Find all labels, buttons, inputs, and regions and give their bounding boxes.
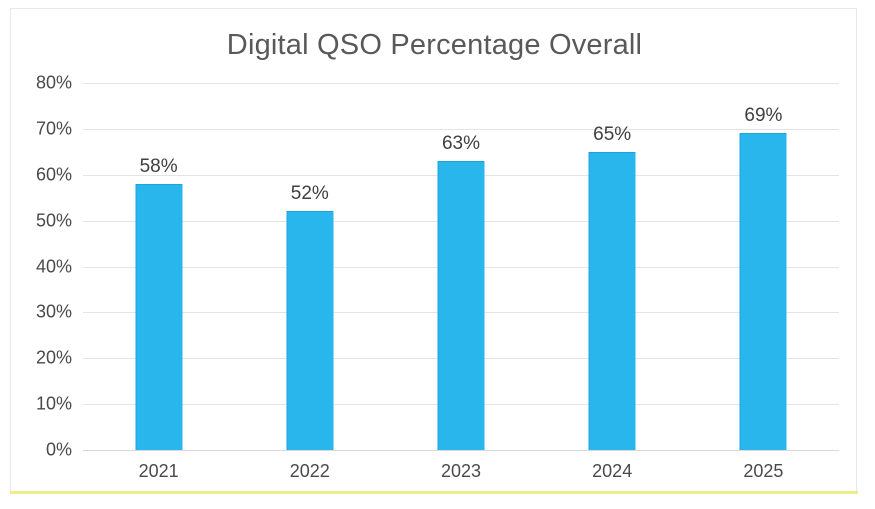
chart-title: Digital QSO Percentage Overall [226, 29, 643, 61]
bar-value-label: 69% [744, 105, 783, 127]
y-axis-tick-label: 80% [35, 72, 72, 93]
bar-group: 65% 2024 [537, 83, 688, 481]
y-axis-tick-label: 30% [35, 301, 72, 322]
y-axis-tick-label: 60% [35, 164, 72, 185]
x-axis-tick-label: 2022 [289, 461, 330, 481]
gridline [83, 450, 839, 451]
x-axis-tick-label: 2023 [440, 461, 482, 481]
y-axis-tick-label: 20% [35, 347, 72, 368]
x-axis-tick-label: 2024 [592, 461, 633, 481]
y-axis-tick-label: 40% [35, 256, 72, 276]
y-axis-tick-label: 0% [45, 439, 72, 460]
bar[interactable] [135, 183, 183, 450]
bar-value-label: 52% [290, 183, 329, 205]
y-axis-tick-label: 70% [35, 118, 72, 139]
bar-group: 52% 2022 [234, 83, 385, 481]
plot-area: 80% 70% 60% 50% 40% 30% 20% 10% 0% 58% 2021 52% 2022… [36, 73, 839, 481]
y-axis-tick-label: 10% [35, 393, 72, 414]
bar-group: 69% 2025 [688, 83, 839, 481]
bar-value-label: 58% [139, 155, 178, 177]
bar-group: 58% 2021 [83, 83, 234, 481]
y-axis-tick-label: 50% [35, 210, 72, 231]
bar-value-label: 63% [441, 133, 480, 154]
bar[interactable] [739, 133, 787, 450]
bar[interactable] [286, 211, 334, 450]
bar-value-label: 65% [593, 123, 632, 145]
x-axis-tick-label: 2025 [743, 461, 784, 481]
chart-card: Digital QSO Percentage Overall 80% 70% 60%… [10, 8, 857, 492]
bar-group: 63% 2023 [385, 83, 536, 481]
gridline [83, 128, 839, 130]
x-axis-tick-label: 2021 [138, 461, 179, 481]
gridline [83, 83, 839, 84]
bottom-accent-rule [10, 491, 858, 494]
bar[interactable] [437, 161, 485, 450]
bar[interactable] [588, 151, 636, 450]
